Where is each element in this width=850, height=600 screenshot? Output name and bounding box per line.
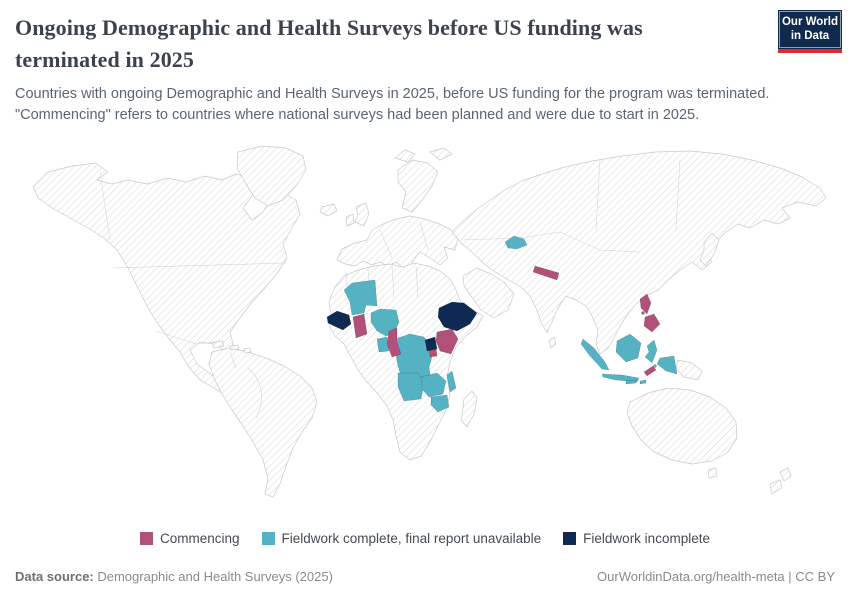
map-country-gabon[interactable] bbox=[376, 336, 390, 353]
landmass-caribbean-3 bbox=[243, 347, 252, 354]
legend-item-fieldwork-incomplete[interactable]: Fieldwork incomplete bbox=[563, 531, 710, 546]
chart-footer: Data source: Demographic and Health Surv… bbox=[15, 568, 835, 586]
map-country-tajikistan[interactable] bbox=[504, 235, 528, 250]
map-legend: Commencing Fieldwork complete, final rep… bbox=[0, 531, 850, 546]
chart-subtitle: Countries with ongoing Demographic and H… bbox=[15, 84, 830, 126]
data-source-label: Data source: bbox=[15, 569, 94, 584]
no-data-landmasses bbox=[32, 145, 827, 498]
owid-logo: Our World in Data bbox=[778, 10, 842, 53]
page-title: Ongoing Demographic and Health Surveys b… bbox=[15, 15, 643, 72]
landmass-new-guinea bbox=[675, 359, 703, 381]
attribution: OurWorldinData.org/health-meta | CC BY bbox=[597, 569, 835, 584]
map-country-zimbabwe[interactable] bbox=[430, 394, 450, 413]
highlighted-countries bbox=[326, 235, 678, 413]
map-country-uganda[interactable] bbox=[424, 336, 438, 352]
map-country-ghana[interactable] bbox=[352, 313, 368, 339]
legend-item-fieldwork-complete[interactable]: Fieldwork complete, final report unavail… bbox=[261, 531, 542, 546]
landmass-ireland bbox=[345, 213, 355, 227]
legend-label-fieldwork-complete: Fieldwork complete, final report unavail… bbox=[281, 531, 542, 546]
map-country-angola[interactable] bbox=[397, 372, 425, 402]
landmass-arabia bbox=[462, 267, 515, 319]
legend-label-commencing: Commencing bbox=[160, 531, 240, 546]
landmass-asia bbox=[451, 150, 827, 355]
map-country-timor-leste[interactable] bbox=[643, 365, 657, 377]
map-country-zambia[interactable] bbox=[420, 372, 447, 398]
landmass-madagascar bbox=[460, 390, 478, 428]
legend-swatch-fieldwork-incomplete bbox=[563, 532, 577, 545]
legend-label-fieldwork-incomplete: Fieldwork incomplete bbox=[583, 531, 710, 546]
landmass-sri-lanka bbox=[548, 336, 557, 349]
data-source: Data source: Demographic and Health Surv… bbox=[15, 568, 333, 586]
landmass-uk bbox=[354, 202, 370, 227]
landmass-japan bbox=[699, 232, 720, 267]
landmass-australia bbox=[626, 387, 738, 465]
landmass-north-america bbox=[32, 162, 301, 398]
map-country-mali[interactable] bbox=[343, 279, 378, 316]
subtitle-line1: Countries with ongoing Demographic and H… bbox=[15, 86, 770, 102]
owid-logo-line2: in Data bbox=[790, 29, 830, 42]
map-country-malawi[interactable] bbox=[446, 370, 457, 393]
landmass-arctic-island-2 bbox=[429, 147, 453, 161]
subtitle-line2: "Commencing" refers to countries where n… bbox=[15, 107, 700, 124]
landmass-tasmania bbox=[707, 467, 718, 479]
landmass-arctic-island-1 bbox=[394, 149, 416, 163]
landmass-iceland bbox=[319, 203, 338, 217]
owid-logo-line1: Our World bbox=[781, 15, 838, 28]
landmass-new-zealand-north bbox=[779, 467, 792, 482]
map-country-nepal[interactable] bbox=[532, 265, 560, 281]
data-source-value: Demographic and Health Surveys (2025) bbox=[93, 569, 333, 584]
legend-swatch-fieldwork-complete bbox=[261, 532, 275, 545]
map-country-indonesia[interactable] bbox=[580, 333, 678, 385]
landmass-greenland bbox=[236, 145, 307, 207]
landmass-south-america bbox=[208, 347, 318, 498]
landmass-scandinavia bbox=[397, 159, 439, 213]
country-borders bbox=[99, 159, 681, 419]
landmass-europe bbox=[336, 215, 459, 278]
landmass-caribbean-2 bbox=[229, 344, 240, 351]
landmass-new-zealand-south bbox=[769, 479, 783, 495]
map-country-guinea[interactable] bbox=[326, 310, 352, 331]
map-country-philippines[interactable] bbox=[639, 293, 661, 333]
map-country-ethiopia[interactable] bbox=[437, 301, 478, 332]
map-country-congo[interactable] bbox=[386, 327, 402, 358]
legend-item-commencing[interactable]: Commencing bbox=[140, 531, 240, 546]
legend-swatch-commencing bbox=[140, 532, 153, 545]
